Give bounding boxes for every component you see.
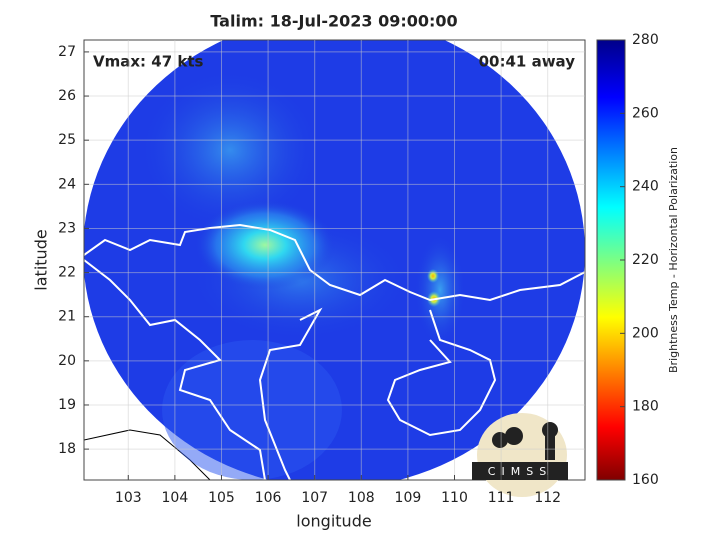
time-away: 00:41 away <box>479 53 576 71</box>
logo-text: CIMSS <box>488 465 552 478</box>
y-tick-label: 19 <box>58 397 76 413</box>
colorbar-tick-label: 240 <box>632 179 659 195</box>
y-axis-label: latitude <box>32 229 51 290</box>
colorbar-tick-label: 220 <box>632 252 659 268</box>
imagery <box>84 40 585 480</box>
colorbar-tick-label: 280 <box>632 32 659 48</box>
colorbar-tick-label: 200 <box>632 325 659 341</box>
title: Talim: 18-Jul-2023 09:00:00 <box>210 12 457 31</box>
x-axis-label: longitude <box>296 512 371 531</box>
y-tick-label: 25 <box>58 132 76 148</box>
x-tick-label: 105 <box>208 490 235 506</box>
y-tick-label: 18 <box>58 441 76 457</box>
x-tick-label: 108 <box>348 490 375 506</box>
x-tick-label: 104 <box>162 490 189 506</box>
y-tick-label: 20 <box>58 353 76 369</box>
x-tick-label: 107 <box>301 490 328 506</box>
colorbar-label: Brightness Temp - Horizontal Polarizatio… <box>667 147 680 373</box>
colorbar-tick-label: 160 <box>632 472 659 488</box>
vmax-label: Vmax: 47 kts <box>93 53 203 71</box>
colorbar-tick-label: 180 <box>632 399 659 415</box>
y-tick-label: 26 <box>58 88 76 104</box>
colorbar-tick-label: 260 <box>632 105 659 121</box>
y-tick-label: 22 <box>58 265 76 281</box>
x-tick-label: 112 <box>534 490 561 506</box>
y-tick-label: 24 <box>58 176 76 192</box>
plot-frame <box>83 39 586 481</box>
x-tick-label: 103 <box>115 490 142 506</box>
x-tick-label: 106 <box>255 490 282 506</box>
y-tick-label: 27 <box>58 44 76 60</box>
x-tick-label: 109 <box>395 490 422 506</box>
x-tick-label: 111 <box>488 490 515 506</box>
y-tick-label: 21 <box>58 309 76 325</box>
y-tick-label: 23 <box>58 220 76 236</box>
logo: CIMSS <box>472 413 568 497</box>
x-tick-label: 110 <box>441 490 468 506</box>
